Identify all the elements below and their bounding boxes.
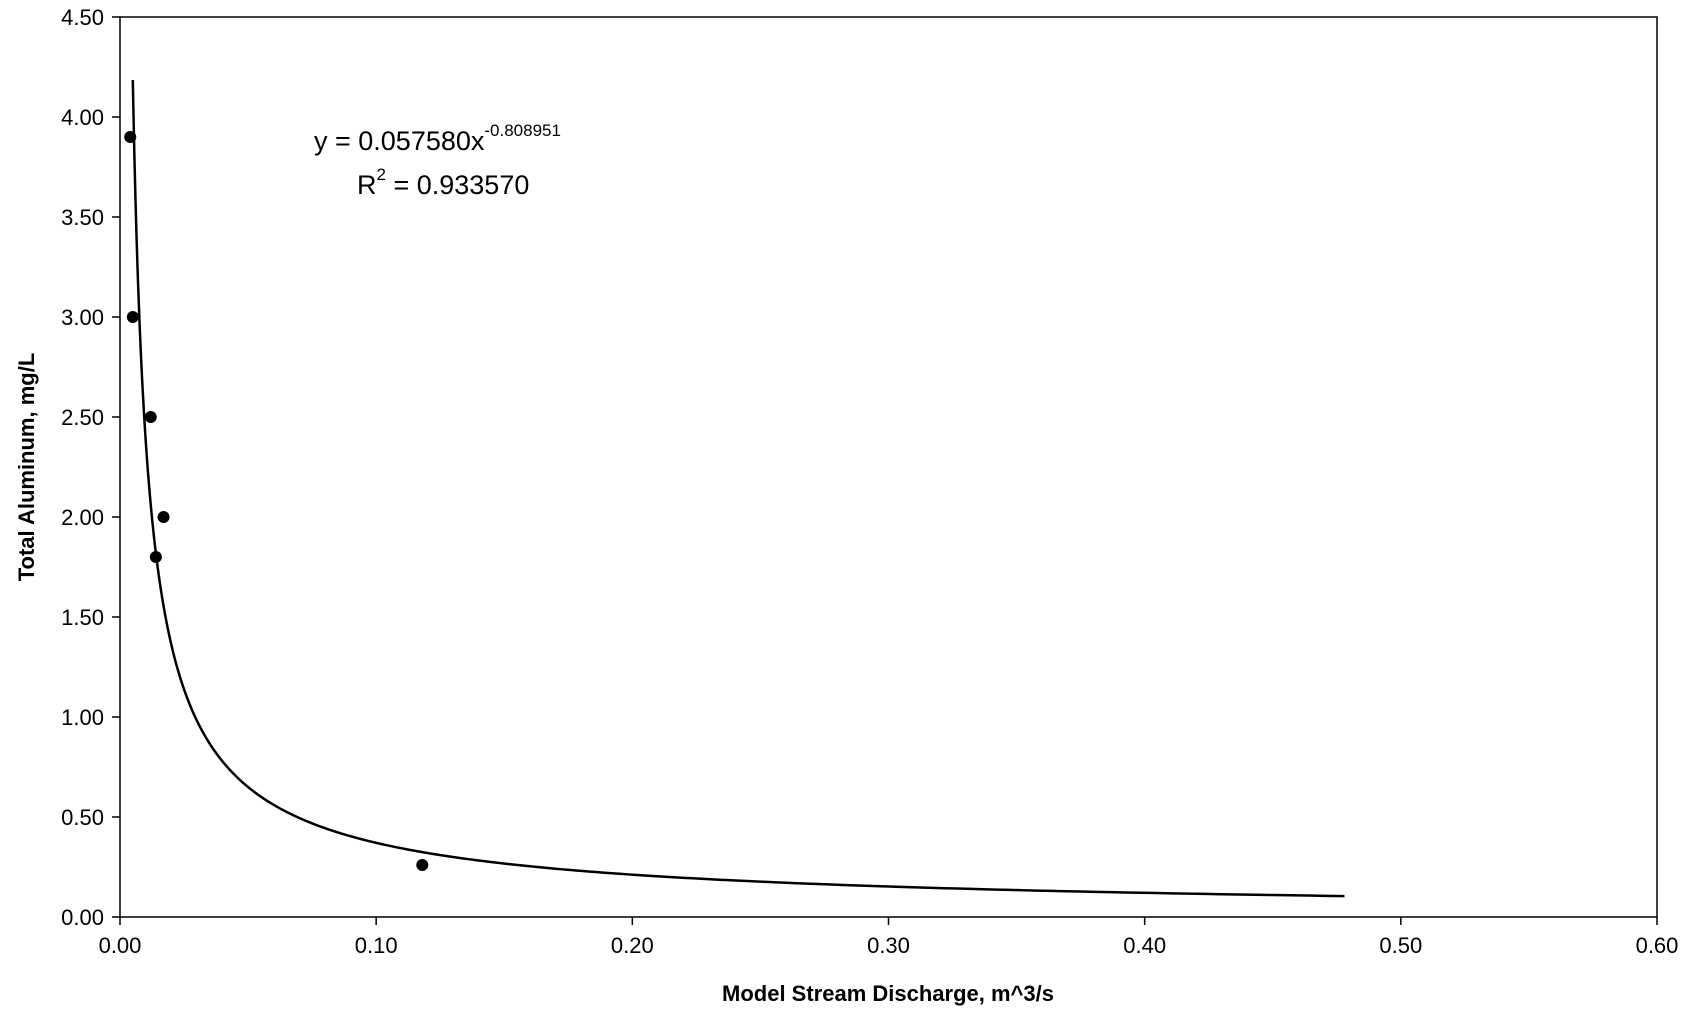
x-axis: 0.00 0.10 0.20 0.30 0.40 0.50 0.60	[99, 917, 1679, 958]
r-squared-label: R2 = 0.933570	[357, 165, 529, 200]
r2-superscript: 2	[377, 165, 386, 184]
data-points	[124, 131, 429, 871]
plot-area	[119, 16, 1658, 918]
y-tick-label: 4.50	[61, 5, 104, 30]
data-point-6	[416, 859, 429, 871]
equation-prefix: y = 0.057580x	[314, 126, 485, 156]
y-tick-label: 3.00	[61, 305, 104, 330]
x-tick-label: 0.10	[355, 933, 398, 958]
y-tick-label: 0.50	[61, 805, 104, 830]
y-tick-label: 1.50	[61, 605, 104, 630]
x-axis-title: Model Stream Discharge, m^3/s	[722, 981, 1054, 1006]
r2-prefix: R	[357, 170, 377, 200]
equation-exponent: -0.808951	[484, 121, 561, 140]
x-tick-label: 0.40	[1123, 933, 1166, 958]
y-tick-label: 0.00	[61, 905, 104, 930]
x-tick-label: 0.50	[1379, 933, 1422, 958]
y-tick-label: 2.50	[61, 405, 104, 430]
trendline-equation: y = 0.057580x-0.808951	[314, 121, 561, 156]
data-point-3	[144, 411, 157, 423]
y-tick-label: 3.50	[61, 205, 104, 230]
data-point-1	[124, 131, 137, 143]
y-axis-title: Total Aluminum, mg/L	[14, 353, 39, 582]
x-tick-label: 0.60	[1636, 933, 1679, 958]
y-tick-label: 4.00	[61, 105, 104, 130]
x-tick-label: 0.30	[867, 933, 910, 958]
data-point-2	[126, 311, 139, 323]
r2-value: = 0.933570	[386, 170, 529, 200]
data-point-5	[149, 551, 162, 563]
x-tick-label: 0.00	[99, 933, 142, 958]
data-point-4	[157, 511, 170, 523]
y-axis: 0.00 0.50 1.00 1.50 2.00 2.50 3.00 3.50 4.00 4.50	[61, 5, 120, 930]
x-tick-label: 0.20	[611, 933, 654, 958]
y-tick-label: 2.00	[61, 505, 104, 530]
y-tick-label: 1.00	[61, 705, 104, 730]
power-trendline	[131, 79, 1345, 898]
